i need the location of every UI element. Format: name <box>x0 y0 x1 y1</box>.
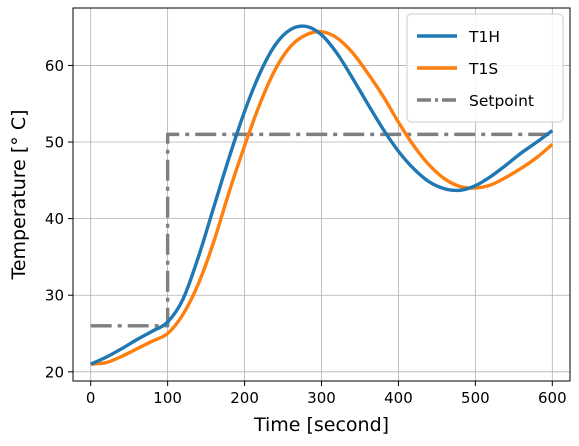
legend-label-t1h: T1H <box>468 28 500 46</box>
y-tick-label: 60 <box>45 57 64 75</box>
legend-label-t1s: T1S <box>468 60 498 78</box>
y-tick-label: 50 <box>45 134 64 152</box>
y-tick-label: 20 <box>45 363 64 381</box>
x-tick-label: 600 <box>538 389 567 407</box>
legend-label-setpoint: Setpoint <box>469 92 534 110</box>
x-tick-label: 500 <box>461 389 490 407</box>
series-line-t1s <box>90 29 554 366</box>
y-tick-label: 40 <box>45 210 64 228</box>
series-line-setpoint <box>90 132 553 328</box>
x-tick-label: 0 <box>86 389 96 407</box>
x-tick-label: 300 <box>307 389 336 407</box>
y-tick-label: 30 <box>45 287 64 305</box>
ticks-layer: 0 100 200 300 400 500 600 20 30 40 50 60 <box>45 57 567 407</box>
x-tick-label: 400 <box>384 389 413 407</box>
series-line-t1h <box>90 24 554 366</box>
x-tick-label: 100 <box>153 389 182 407</box>
legend-box <box>406 13 564 123</box>
legend: T1H T1S Setpoint <box>406 13 564 123</box>
y-axis-label: Temperature [° C] <box>8 109 30 280</box>
series-layer <box>90 24 554 366</box>
x-tick-label: 200 <box>230 389 259 407</box>
x-axis-label: Time [second] <box>253 414 389 436</box>
